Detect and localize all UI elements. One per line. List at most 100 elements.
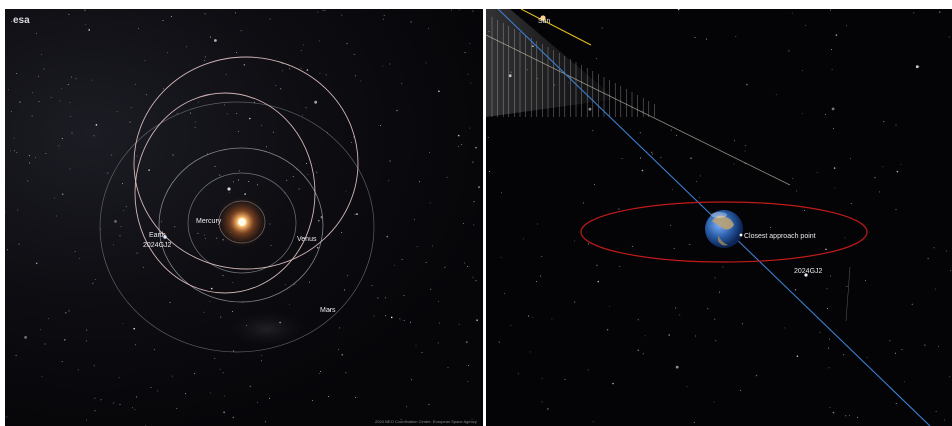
star bbox=[675, 365, 679, 369]
star bbox=[588, 243, 590, 245]
star bbox=[403, 320, 405, 322]
star bbox=[903, 381, 905, 383]
star bbox=[38, 101, 40, 102]
star bbox=[719, 291, 720, 293]
star bbox=[582, 202, 584, 204]
star bbox=[461, 144, 463, 145]
star bbox=[16, 72, 18, 74]
star bbox=[71, 132, 73, 134]
earth-orbit-ring-back bbox=[580, 201, 868, 233]
star bbox=[249, 117, 251, 120]
star bbox=[253, 101, 255, 103]
star bbox=[383, 15, 385, 17]
star bbox=[802, 112, 804, 114]
star bbox=[429, 202, 431, 204]
star bbox=[467, 73, 469, 75]
star bbox=[231, 310, 233, 312]
star bbox=[722, 266, 724, 268]
star bbox=[406, 406, 408, 408]
star bbox=[670, 129, 672, 131]
star bbox=[500, 257, 502, 258]
star bbox=[28, 155, 30, 157]
star bbox=[122, 183, 124, 184]
star bbox=[150, 387, 152, 388]
star bbox=[830, 9, 831, 11]
star bbox=[300, 67, 302, 69]
star bbox=[7, 89, 9, 91]
star bbox=[403, 294, 405, 296]
star bbox=[95, 279, 97, 280]
star bbox=[775, 94, 777, 95]
star bbox=[95, 124, 98, 126]
star bbox=[223, 411, 225, 414]
star bbox=[18, 243, 20, 245]
star bbox=[270, 245, 272, 246]
star bbox=[641, 169, 644, 172]
star bbox=[11, 20, 13, 22]
star bbox=[36, 32, 37, 34]
star bbox=[829, 338, 830, 340]
star bbox=[618, 208, 620, 210]
star bbox=[161, 221, 163, 223]
star bbox=[261, 124, 263, 126]
star bbox=[574, 240, 575, 242]
plane-edge-line bbox=[486, 34, 791, 186]
star bbox=[651, 151, 653, 153]
star bbox=[642, 353, 644, 355]
star bbox=[13, 137, 15, 139]
star bbox=[318, 219, 320, 222]
asteroid-drop-line bbox=[845, 266, 851, 322]
star bbox=[256, 184, 258, 186]
star bbox=[204, 238, 206, 239]
star bbox=[694, 37, 696, 39]
star bbox=[651, 153, 653, 155]
star bbox=[473, 201, 475, 203]
star bbox=[281, 63, 283, 65]
star bbox=[86, 329, 88, 331]
star bbox=[282, 70, 284, 72]
star bbox=[345, 372, 347, 374]
star bbox=[136, 155, 138, 157]
star bbox=[770, 227, 772, 229]
star bbox=[784, 327, 786, 329]
star bbox=[438, 90, 440, 93]
star bbox=[58, 145, 60, 147]
star bbox=[226, 113, 228, 115]
star bbox=[439, 322, 441, 324]
close-approach-view[interactable]: Sun Closest approach point 2024GJ2 bbox=[486, 9, 952, 426]
star bbox=[92, 282, 94, 284]
star bbox=[475, 280, 477, 282]
star bbox=[243, 64, 246, 66]
star bbox=[61, 87, 63, 89]
star bbox=[950, 270, 951, 272]
star bbox=[31, 92, 33, 94]
star bbox=[850, 203, 852, 205]
star bbox=[75, 78, 77, 80]
star bbox=[162, 20, 164, 21]
star bbox=[194, 121, 196, 123]
star bbox=[113, 402, 115, 404]
star bbox=[399, 318, 401, 320]
star bbox=[901, 348, 903, 350]
star bbox=[91, 79, 93, 81]
star bbox=[933, 247, 935, 249]
star bbox=[835, 34, 838, 36]
star bbox=[119, 404, 121, 406]
star bbox=[309, 281, 310, 283]
star bbox=[631, 245, 633, 247]
star bbox=[219, 174, 221, 176]
star bbox=[826, 288, 828, 290]
star bbox=[210, 36, 211, 38]
star bbox=[467, 266, 469, 267]
star bbox=[29, 162, 31, 164]
solar-system-view[interactable]: esa Mercury Venus Earth 2024GJ2 Mars 202… bbox=[5, 9, 483, 426]
star bbox=[833, 167, 836, 169]
star bbox=[856, 416, 858, 418]
star bbox=[913, 12, 915, 14]
star bbox=[284, 284, 286, 286]
mars-orbit bbox=[99, 101, 375, 353]
star bbox=[148, 169, 150, 171]
star bbox=[209, 300, 211, 302]
star bbox=[239, 170, 241, 172]
star bbox=[329, 309, 331, 312]
